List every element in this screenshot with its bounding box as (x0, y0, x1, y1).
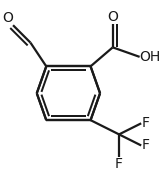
Text: F: F (115, 157, 123, 171)
Text: OH: OH (140, 50, 161, 64)
Text: F: F (141, 116, 149, 130)
Text: O: O (2, 11, 13, 25)
Text: F: F (141, 138, 149, 152)
Text: O: O (107, 10, 118, 24)
